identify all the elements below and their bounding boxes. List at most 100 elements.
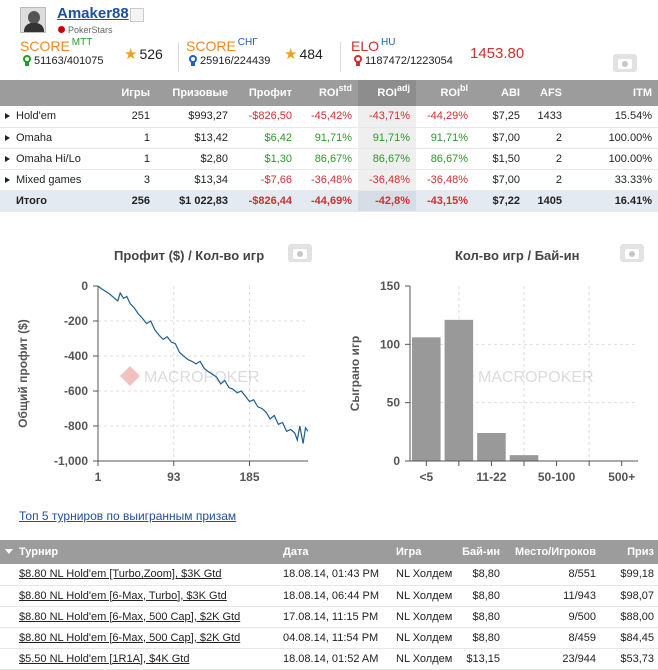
- top-header-prize[interactable]: Приз: [600, 540, 658, 564]
- stats-cell-itm: 33.33%: [568, 169, 658, 191]
- bar[interactable]: [509, 455, 539, 461]
- medal-icon: [354, 55, 362, 66]
- username-link[interactable]: Amaker88: [57, 5, 129, 22]
- stats-cell-profit: $1,30: [234, 148, 298, 170]
- top-header-game[interactable]: Игра: [392, 540, 458, 564]
- top-row: $8.80 NL Hold'em [Turbo,Zoom], $3K Gtd 18…: [0, 564, 658, 586]
- score-elo: ELO HU 1187472/1223054: [351, 37, 453, 67]
- stats-cell-roi-bl: 86,67%: [416, 148, 474, 170]
- camera-icon[interactable]: [620, 244, 644, 262]
- stats-cell-roi-adj: -42,8%: [358, 190, 416, 212]
- username-menu-icon[interactable]: [130, 8, 144, 22]
- stats-header-roi-adj[interactable]: ROIadj: [358, 80, 416, 106]
- top-header-buyin[interactable]: Бай-ин: [458, 540, 504, 564]
- profit-series-line: [97, 285, 309, 444]
- stats-header-itm[interactable]: ITM: [568, 80, 658, 106]
- top-header-date[interactable]: Дата: [279, 540, 392, 564]
- watermark-text: MACROPOKER: [144, 369, 260, 386]
- tournament-link[interactable]: $5.50 NL Hold'em [1R1A], $4K Gtd: [19, 652, 190, 665]
- stats-header-abi[interactable]: ABI: [474, 80, 526, 106]
- avatar[interactable]: [20, 7, 46, 33]
- stats-header-roi-bl[interactable]: ROIbl: [416, 80, 474, 106]
- top-cell-prize: $84,45: [600, 627, 658, 649]
- top-cell-buyin: $8,80: [458, 627, 504, 649]
- stats-row[interactable]: Hold'em 251 $993,27 -$826,50 -45,42% -43,71% -…: [0, 106, 658, 128]
- top-cell-buyin: $13,15: [458, 648, 504, 670]
- tournament-link[interactable]: $8.80 NL Hold'em [Turbo,Zoom], $3K Gtd: [19, 568, 222, 581]
- top-cell-date: 18.08.14, 01:43 PM: [279, 564, 392, 586]
- stats-cell-prize: $1 022,83: [156, 190, 234, 212]
- stats-cell-profit: -$7,66: [234, 169, 298, 191]
- stats-cell-abi: $1,50: [474, 148, 526, 170]
- top-cell-name: $8.80 NL Hold'em [Turbo,Zoom], $3K Gtd: [0, 564, 279, 586]
- stats-cell-roi-adj: 91,71%: [358, 127, 416, 149]
- tournament-link[interactable]: $8.80 NL Hold'em [6-Max, 500 Cap], $2K G…: [19, 631, 241, 644]
- stats-cell-prize: $993,27: [156, 106, 234, 128]
- stats-cell-roi-adj: -43,71%: [358, 106, 416, 128]
- stats-game-name[interactable]: Hold'em: [0, 106, 114, 128]
- camera-icon[interactable]: [613, 54, 637, 72]
- macropoker-watermark: MACROPOKER: [454, 366, 594, 386]
- top-header-place[interactable]: Место/Игроков: [504, 540, 600, 564]
- x-tick-label: 50-100: [538, 470, 576, 484]
- stats-game-name[interactable]: Omaha: [0, 127, 114, 149]
- y-tick-label: -800: [64, 419, 88, 433]
- stats-row[interactable]: Mixed games 3 $13,34 -$7,66 -36,48% -36,48% -3…: [0, 169, 658, 191]
- stats-row[interactable]: Omaha Hi/Lo 1 $2,80 $1,30 86,67% 86,67% 86,67%…: [0, 148, 658, 170]
- top-cell-game: NL Холдем: [392, 648, 458, 670]
- diamond-logo-icon: [120, 366, 140, 386]
- stats-header-games[interactable]: Игры: [114, 80, 156, 106]
- stats-header-prize[interactable]: Призовые: [156, 80, 234, 106]
- stats-cell-afs: 2: [526, 148, 568, 170]
- top-cell-place: 23/944: [504, 648, 600, 670]
- top-row: $8.80 NL Hold'em [6-Max, Turbo], $3K Gtd…: [0, 585, 658, 607]
- stats-game-name[interactable]: Mixed games: [0, 169, 114, 191]
- stats-cell-games: 256: [114, 190, 156, 212]
- top-tournaments-link[interactable]: Топ 5 турниров по выигранным призам: [19, 509, 237, 523]
- triangle-right-icon[interactable]: [5, 176, 10, 183]
- tournament-link[interactable]: $8.80 NL Hold'em [6-Max, Turbo], $3K Gtd: [19, 589, 227, 602]
- x-tick-label: 1: [95, 470, 102, 484]
- stats-header-profit[interactable]: Профит: [234, 80, 298, 106]
- profit-line-chart: 1 93 185 0 -200 -400 -600 -800 -1,000 Общий профи…: [16, 279, 309, 484]
- stats-cell-abi: $7,00: [474, 169, 526, 191]
- bar[interactable]: [477, 433, 506, 461]
- top-tournaments-table: Турнир Дата Игра Бай-ин Место/Игроков Пр…: [0, 540, 658, 670]
- bar[interactable]: [412, 337, 441, 461]
- top-cell-place: 11/943: [504, 585, 600, 607]
- top-cell-prize: $98,07: [600, 585, 658, 607]
- top-cell-game: NL Холдем: [392, 606, 458, 628]
- top-cell-buyin: $8,80: [458, 585, 504, 607]
- stats-header-roi-std[interactable]: ROIstd: [298, 80, 358, 106]
- triangle-right-icon[interactable]: [5, 134, 10, 141]
- top-cell-prize: $53,73: [600, 648, 658, 670]
- tournament-link[interactable]: $8.80 NL Hold'em [6-Max, 500 Cap], $2K G…: [19, 610, 241, 623]
- star-icon: ★: [124, 46, 138, 63]
- triangle-right-icon[interactable]: [5, 155, 10, 162]
- stats-header-afs[interactable]: AFS: [526, 80, 568, 106]
- stats-cell-itm: 15.54%: [568, 106, 658, 128]
- stats-game-name[interactable]: Omaha Hi/Lo: [0, 148, 114, 170]
- top-cell-place: 9/500: [504, 606, 600, 628]
- top-cell-buyin: $8,80: [458, 564, 504, 586]
- stats-row[interactable]: Omaha 1 $13,42 $6,42 91,71% 91,71% 91,71% $7,00…: [0, 127, 658, 149]
- top-cell-date: 17.08.14, 11:15 PM: [279, 606, 392, 628]
- top-cell-date: 04.08.14, 11:54 PM: [279, 627, 392, 649]
- stats-game-name: Итого: [0, 190, 114, 212]
- y-tick-label: 50: [387, 396, 401, 410]
- triangle-right-icon[interactable]: [5, 113, 10, 119]
- stats-header-name: [0, 80, 114, 106]
- top-header-name[interactable]: Турнир: [0, 540, 279, 564]
- profile-header: Amaker88 PokerStars SCORE MTT 51163/40107…: [0, 0, 658, 78]
- bar[interactable]: [444, 319, 474, 461]
- stats-cell-prize: $2,80: [156, 148, 234, 170]
- stats-cell-abi: $7,00: [474, 127, 526, 149]
- top-cell-name: $8.80 NL Hold'em [6-Max, Turbo], $3K Gtd: [0, 585, 279, 607]
- top-header-row: Турнир Дата Игра Бай-ин Место/Игроков Пр…: [0, 540, 658, 564]
- stats-cell-itm: 100.00%: [568, 127, 658, 149]
- score-sng-rank: 25916/224439: [189, 55, 270, 67]
- stats-cell-games: 1: [114, 127, 156, 149]
- stats-cell-roi-std: -44,69%: [298, 190, 358, 212]
- camera-icon[interactable]: [288, 244, 312, 262]
- stats-cell-afs: 2: [526, 169, 568, 191]
